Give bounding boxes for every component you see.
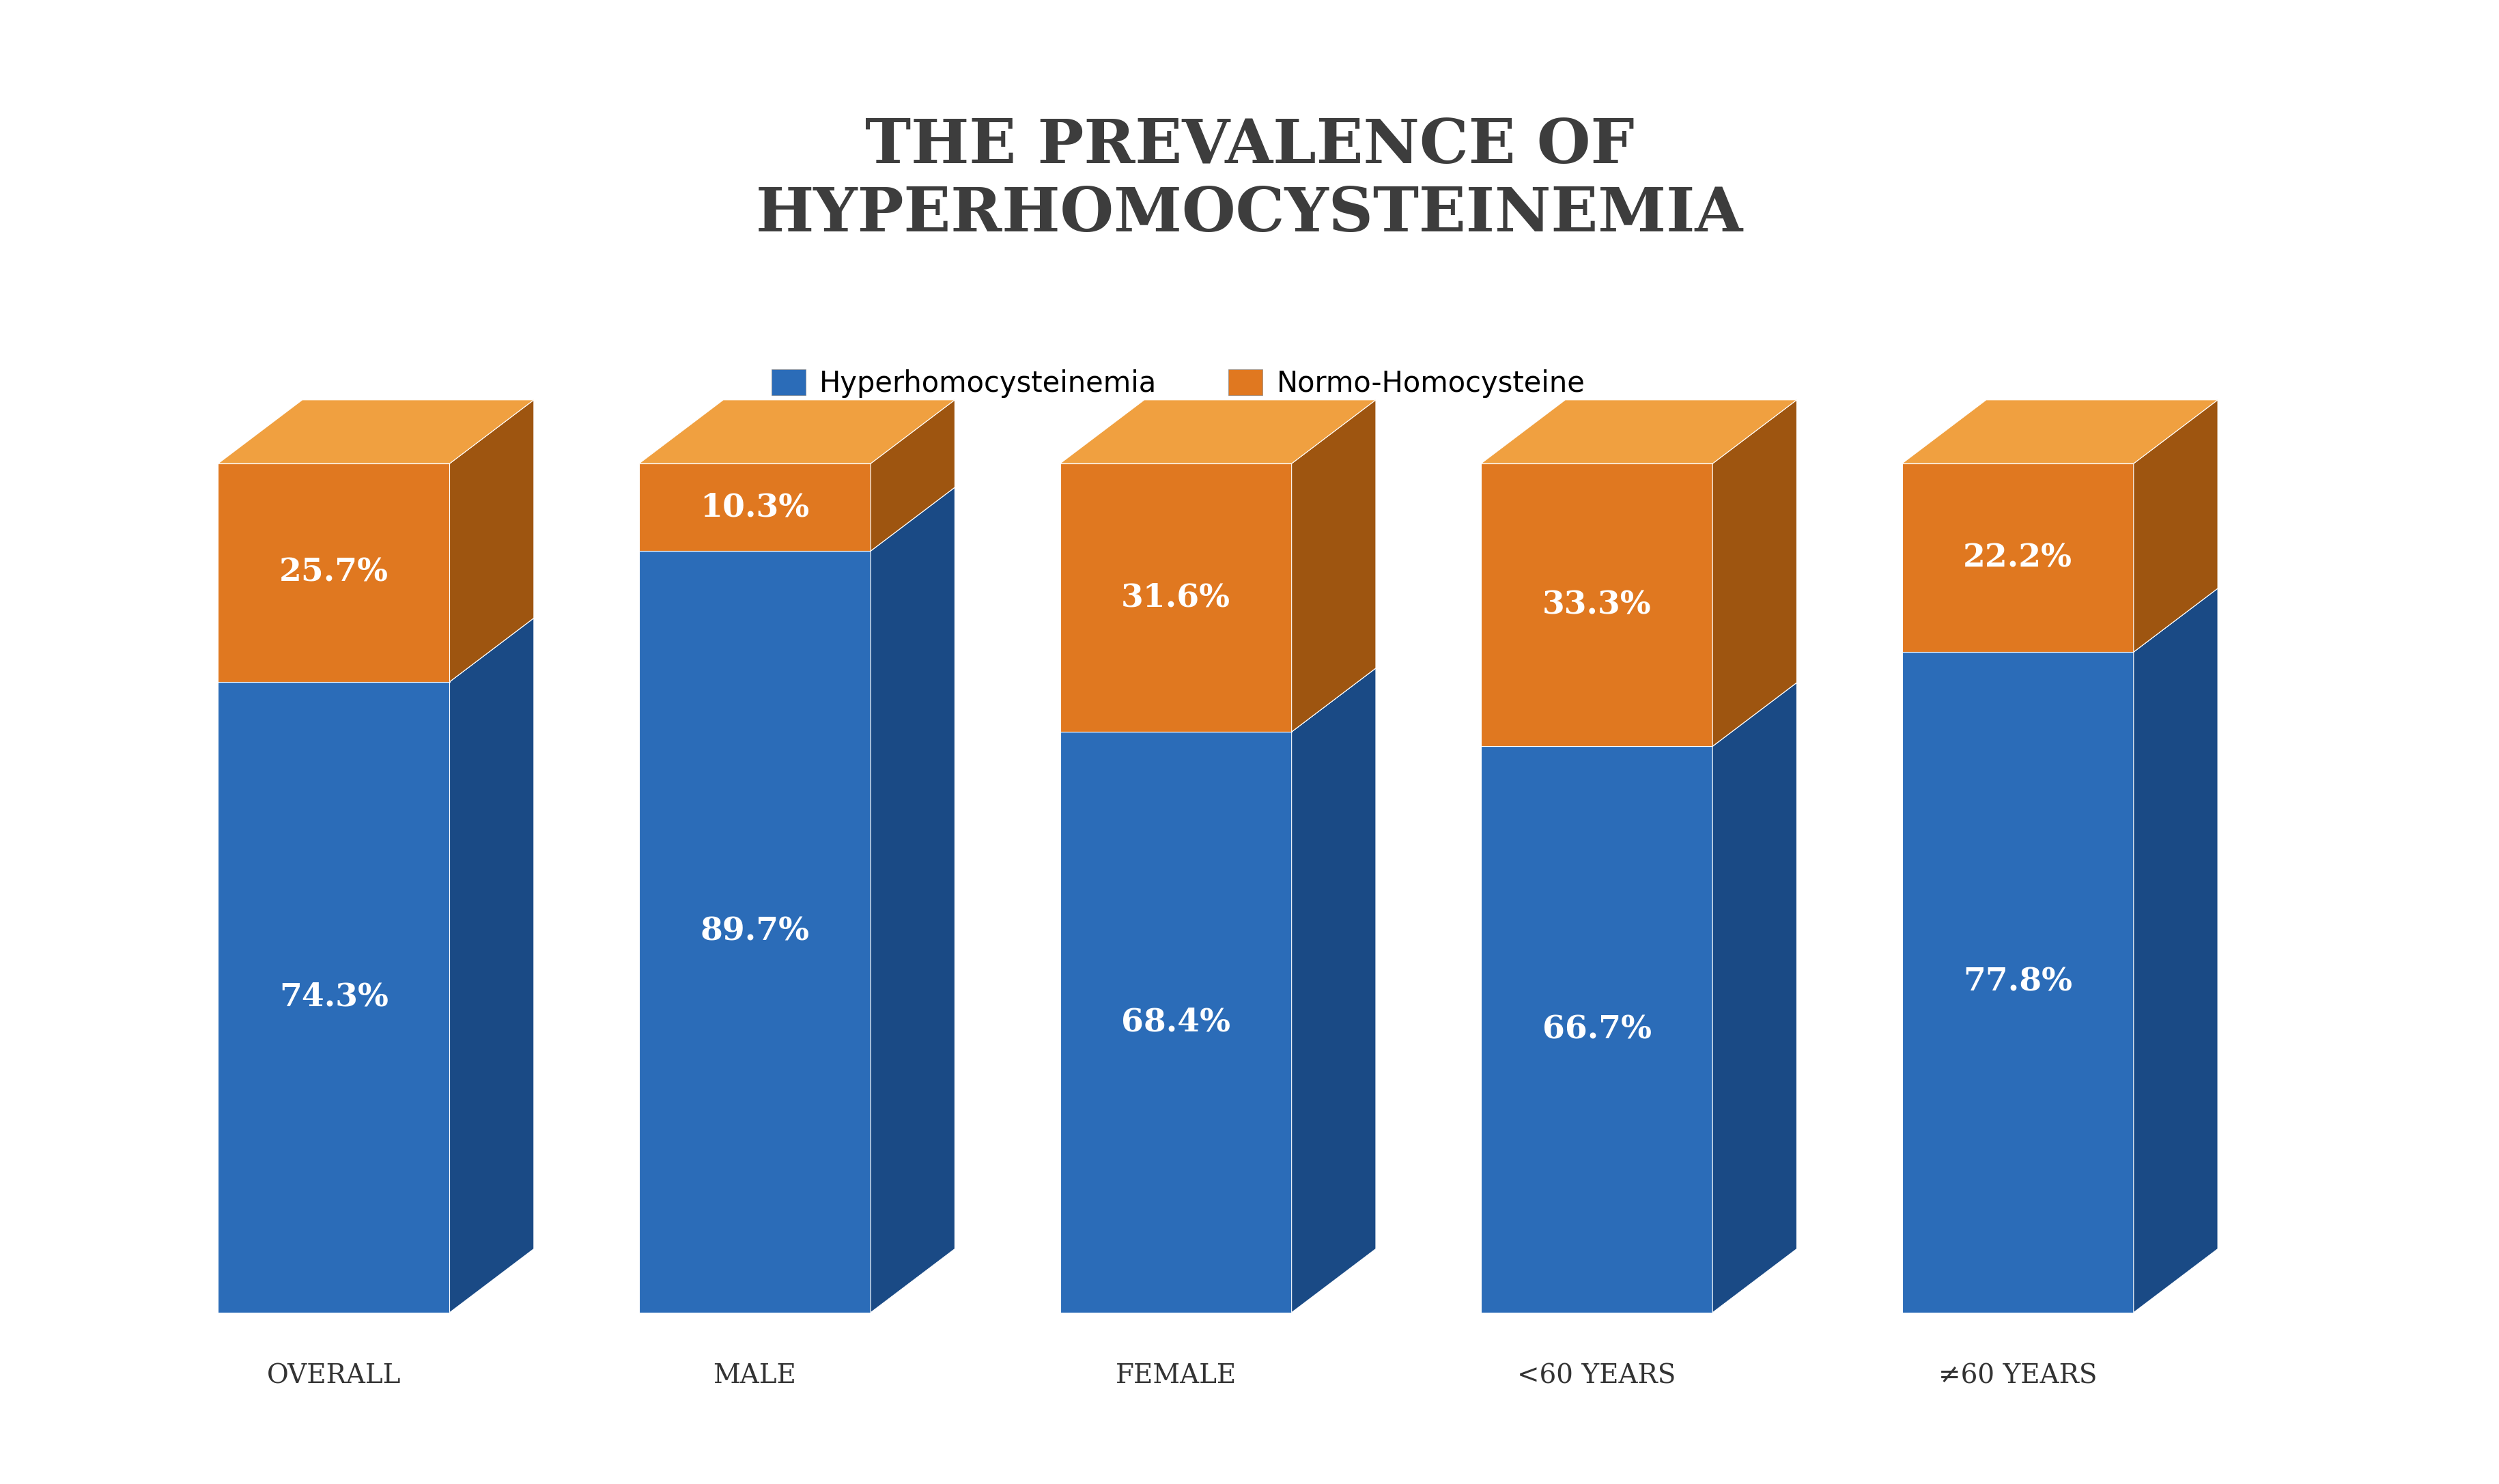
Text: 74.3%: 74.3% [280, 981, 387, 1014]
Text: 89.7%: 89.7% [700, 916, 810, 947]
Polygon shape [1902, 463, 2134, 651]
Polygon shape [1482, 683, 1797, 746]
Polygon shape [450, 617, 535, 1312]
Polygon shape [1902, 399, 2217, 463]
Text: 31.6%: 31.6% [1122, 582, 1230, 613]
Text: 66.7%: 66.7% [1542, 1014, 1652, 1045]
Text: 33.3%: 33.3% [1542, 589, 1652, 620]
Polygon shape [640, 487, 955, 551]
Polygon shape [2134, 588, 2217, 1312]
Text: OVERALL: OVERALL [267, 1364, 400, 1389]
Text: 68.4%: 68.4% [1122, 1006, 1230, 1037]
Polygon shape [640, 551, 870, 1312]
Polygon shape [1902, 651, 2134, 1312]
Text: <60 YEARS: <60 YEARS [1517, 1364, 1677, 1389]
Legend: Hyperhomocysteinemia, Normo-Homocysteine: Hyperhomocysteinemia, Normo-Homocysteine [760, 358, 1597, 410]
Polygon shape [870, 487, 955, 1312]
Polygon shape [640, 399, 955, 463]
Polygon shape [1482, 746, 1712, 1312]
Polygon shape [217, 617, 535, 681]
Text: THE PREVALENCE OF
HYPERHOMOCYSTEINEMIA: THE PREVALENCE OF HYPERHOMOCYSTEINEMIA [755, 116, 1744, 245]
Polygon shape [217, 463, 450, 681]
Polygon shape [1902, 588, 2217, 651]
Polygon shape [1482, 463, 1712, 746]
Polygon shape [1060, 668, 1377, 732]
Polygon shape [1292, 399, 1377, 732]
Polygon shape [1060, 399, 1377, 463]
Text: 77.8%: 77.8% [1964, 966, 2072, 997]
Polygon shape [1292, 668, 1377, 1312]
Polygon shape [870, 399, 955, 551]
Text: MALE: MALE [712, 1364, 797, 1389]
Polygon shape [640, 463, 870, 551]
Polygon shape [1060, 463, 1292, 732]
Polygon shape [1712, 399, 1797, 746]
Polygon shape [450, 399, 535, 681]
Text: 22.2%: 22.2% [1964, 542, 2072, 573]
Polygon shape [1712, 683, 1797, 1312]
Polygon shape [2134, 399, 2217, 651]
Text: 10.3%: 10.3% [700, 491, 810, 522]
Polygon shape [1482, 399, 1797, 463]
Polygon shape [1060, 732, 1292, 1312]
Polygon shape [217, 681, 450, 1312]
Text: 25.7%: 25.7% [280, 556, 387, 588]
Text: FEMALE: FEMALE [1115, 1364, 1237, 1389]
Polygon shape [217, 399, 535, 463]
Text: ≠60 YEARS: ≠60 YEARS [1939, 1364, 2097, 1389]
